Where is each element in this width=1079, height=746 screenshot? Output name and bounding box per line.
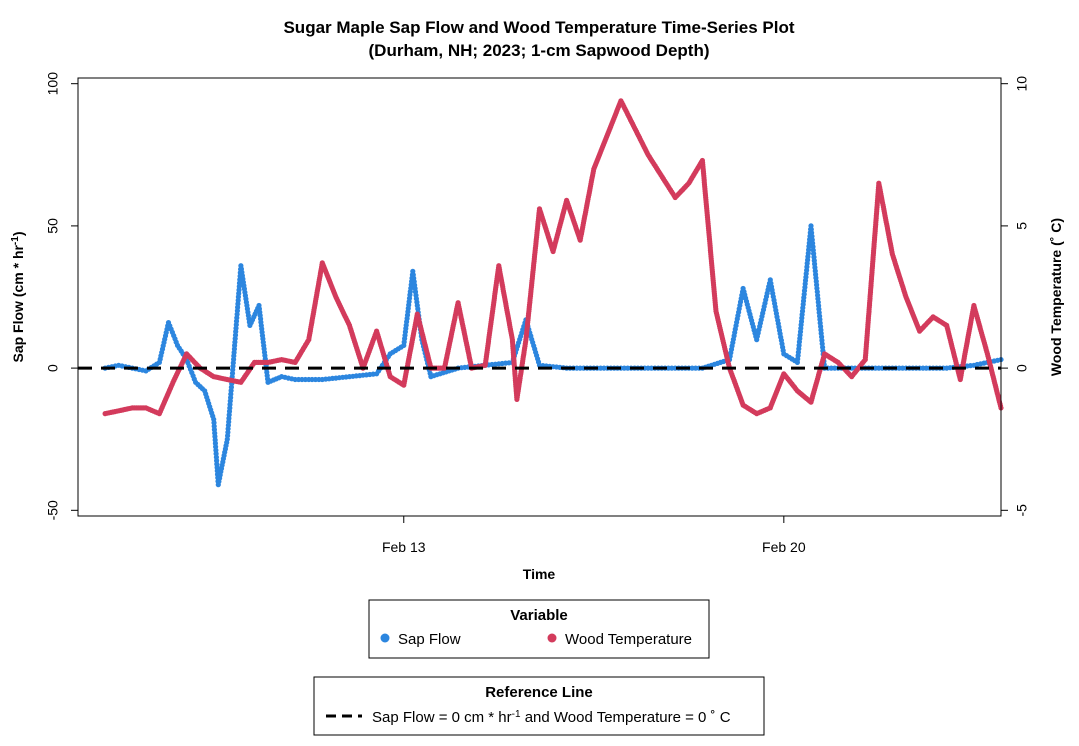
y-axis-right-label: Wood Temperature (˚ C) xyxy=(1048,218,1064,376)
y-left-tick-label: 50 xyxy=(45,218,61,234)
y-axis-left-label-end: ) xyxy=(10,231,26,236)
legend-reference: Reference Line Sap Flow = 0 cm * hr-1 an… xyxy=(313,676,765,736)
legend-sap-flow-swatch xyxy=(380,633,390,643)
x-axis: Feb 13 Feb 20 xyxy=(382,516,806,555)
legend-sap-flow-label: Sap Flow xyxy=(398,631,461,648)
y-axis-right: -5 0 5 10 xyxy=(1000,76,1030,517)
y-right-tick-label: -5 xyxy=(1014,504,1030,517)
chart-title-line1: Sugar Maple Sap Flow and Wood Temperatur… xyxy=(283,18,794,37)
sap-flow-points xyxy=(102,223,1004,488)
y-right-tick-label: 0 xyxy=(1014,364,1030,372)
y-left-tick-label: -50 xyxy=(45,500,61,520)
legend-reference-label: Sap Flow = 0 cm * hr-1 and Wood Temperat… xyxy=(372,709,731,727)
legend-reference-label-sup: -1 xyxy=(512,709,521,720)
legend-reference-label-part1: Sap Flow = 0 cm * hr xyxy=(372,709,512,726)
y-axis-left-label: Sap Flow (cm * hr-1) xyxy=(10,231,27,362)
legend-wood-temperature-label: Wood Temperature xyxy=(565,631,692,648)
legend-variable-box xyxy=(368,599,710,659)
wood-temperature-points xyxy=(102,98,1004,417)
x-axis-label: Time xyxy=(523,566,556,582)
x-tick-label: Feb 20 xyxy=(762,539,806,555)
legend-wood-temperature-swatch xyxy=(547,633,557,643)
legend-reference-title: Reference Line xyxy=(485,684,593,701)
legend-variable-title: Variable xyxy=(510,607,568,624)
y-left-tick-label: 100 xyxy=(45,72,61,96)
legend-reference-box xyxy=(313,676,765,736)
legend-variable: Variable Sap Flow Wood Temperature xyxy=(368,599,710,659)
legend-reference-label-part2: and Wood Temperature = 0 ˚ C xyxy=(521,709,731,726)
y-axis-left-label-main: Sap Flow (cm * hr xyxy=(10,245,26,363)
y-left-tick-label: 0 xyxy=(45,364,61,372)
x-tick-label: Feb 13 xyxy=(382,539,426,555)
y-axis-left: -50 0 50 100 xyxy=(45,72,79,520)
y-right-tick-label: 5 xyxy=(1014,222,1030,230)
y-axis-left-label-sup: -1 xyxy=(10,236,21,245)
y-right-tick-label: 10 xyxy=(1014,76,1030,92)
chart-title-line2: (Durham, NH; 2023; 1-cm Sapwood Depth) xyxy=(369,41,710,60)
